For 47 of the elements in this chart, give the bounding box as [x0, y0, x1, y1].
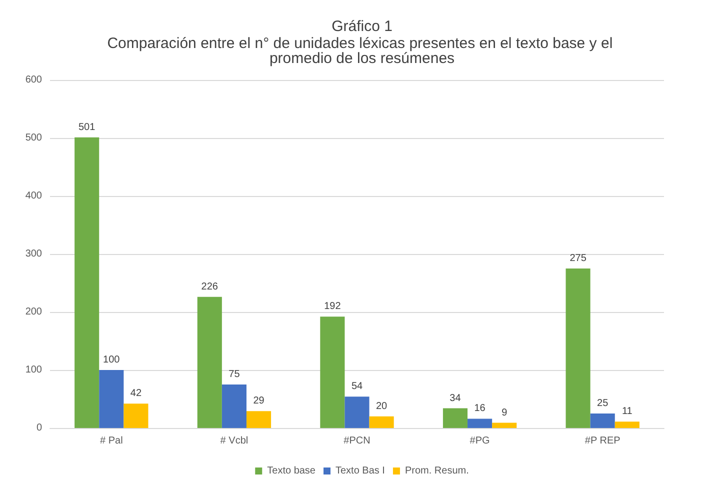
bar [344, 396, 370, 428]
chart-subtitle: Comparación entre el n° de unidades léxicas presentes en el texto base y el promedio de los resúmenes [107, 35, 617, 67]
data-label: 75 [228, 369, 240, 380]
bar [197, 296, 222, 428]
bar [320, 316, 345, 428]
chart-title: Gráfico 1 [332, 18, 392, 35]
data-label: 11 [622, 406, 633, 418]
bar [222, 384, 246, 428]
bar [566, 268, 590, 428]
y-tick-label: 0 [36, 422, 42, 434]
bar [369, 416, 394, 428]
legend-label: Texto Bas I [336, 466, 385, 476]
x-tick-label: # Vcbl [220, 436, 248, 446]
x-tick-label: #P REP [584, 436, 621, 446]
legend-label: Prom. Resum. [404, 466, 469, 476]
data-label: 20 [376, 400, 388, 412]
data-label: 34 [450, 392, 462, 404]
y-tick-label: 300 [25, 248, 42, 260]
legend-label: Texto base [267, 466, 316, 476]
x-tick-label: #PCN [344, 436, 370, 446]
bar [124, 404, 148, 428]
bar [590, 414, 615, 428]
bar [246, 411, 272, 428]
data-label: 16 [474, 403, 486, 414]
data-label: 29 [253, 396, 265, 407]
data-label: 501 [78, 122, 96, 133]
bar [468, 418, 492, 428]
data-label: 42 [130, 388, 142, 400]
y-tick-label: 600 [25, 74, 42, 86]
bar [442, 408, 468, 428]
y-tick-label: 500 [25, 132, 42, 144]
bar [74, 137, 100, 428]
x-tick-label: #PG [470, 436, 490, 446]
bar [99, 370, 124, 428]
data-label: 25 [597, 398, 609, 409]
y-tick-label: 400 [25, 190, 42, 202]
data-label: 100 [103, 354, 120, 366]
data-label: 275 [570, 253, 587, 264]
y-tick-label: 200 [25, 306, 42, 318]
data-label: 9 [502, 407, 508, 418]
y-tick-label: 100 [25, 364, 42, 376]
bar [492, 422, 517, 428]
data-label: 192 [324, 301, 342, 312]
data-label: 54 [351, 381, 363, 392]
x-tick-label: # Pal [100, 436, 123, 446]
bar [614, 422, 640, 428]
data-label: 226 [201, 281, 218, 292]
